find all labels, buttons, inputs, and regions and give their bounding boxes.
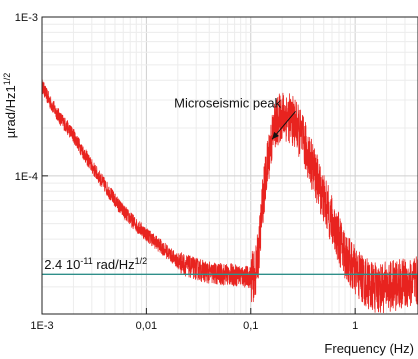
y-axis-label-main: µrad/Hz1: [3, 85, 18, 138]
noise-level-sup2: 1/2: [135, 256, 148, 266]
series-psd: [41, 79, 418, 314]
noise-level-sup1: -11: [80, 256, 92, 266]
y-tick-label: 1E-4: [15, 171, 38, 183]
y-axis-label: µrad/Hz11/2: [2, 73, 18, 139]
noise-level-main: 2.4 10: [44, 257, 80, 272]
noise-level-mid: rad/Hz: [93, 257, 135, 272]
x-tick-label: 0,01: [136, 320, 157, 332]
ticks: 1E-3 0,01 0,1 1 1E-3 1E-4: [15, 12, 358, 332]
noise-level-label: 2.4 10-11 rad/Hz1/2: [44, 256, 147, 272]
microseismic-peak-label: Microseismic peak: [174, 95, 281, 110]
series-layer: [41, 79, 418, 314]
x-tick-label: 0,1: [243, 320, 258, 332]
x-tick-label: 1: [352, 320, 358, 332]
plot-frame: [41, 16, 418, 315]
x-tick-label: 1E-3: [30, 320, 53, 332]
x-axis-label: Frequency (Hz): [324, 341, 414, 356]
y-axis-label-sup: 1/2: [2, 73, 12, 86]
annotation-arrow-head: [272, 131, 280, 140]
y-tick-label: 1E-3: [15, 12, 38, 24]
